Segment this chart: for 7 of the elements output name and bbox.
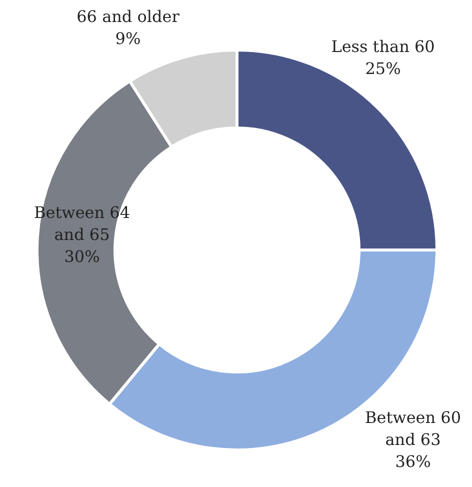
slice-label: 66 and older: [76, 7, 180, 26]
data-label: 36%: [395, 452, 431, 471]
data-label: 9%: [115, 29, 141, 48]
data-label: 25%: [365, 59, 401, 78]
slice-label: Between 60 and 63: [364, 408, 462, 449]
data-label: 30%: [64, 247, 100, 266]
slice-label: Less than 60: [331, 37, 435, 56]
